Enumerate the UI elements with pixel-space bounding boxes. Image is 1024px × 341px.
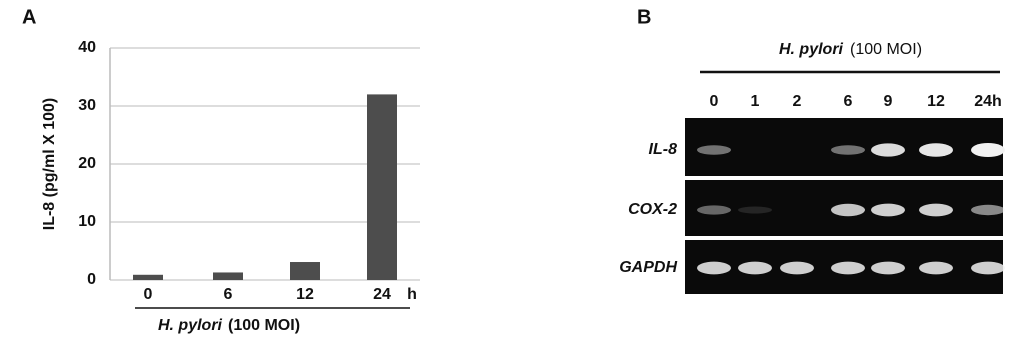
- bar: [367, 94, 397, 281]
- lane-label: 24h: [974, 93, 1002, 110]
- x-tick-label: 0: [144, 286, 153, 303]
- band: [871, 261, 905, 275]
- band: [738, 206, 772, 214]
- lane-labels: 0 1 2 6 9 12 24h: [710, 93, 1002, 110]
- band: [831, 145, 865, 155]
- y-axis-label: IL-8 (pg/ml X 100): [41, 98, 58, 230]
- x-tick-label: 24: [373, 286, 391, 303]
- lane-label: 6: [844, 93, 853, 110]
- bar: [213, 272, 243, 280]
- band: [831, 261, 865, 275]
- band: [971, 143, 1005, 157]
- row-label: IL-8: [649, 141, 678, 158]
- bar: [290, 262, 320, 280]
- gel-title-italic: H. pylori: [779, 41, 844, 58]
- y-tick-label: 0: [87, 271, 96, 288]
- y-tick-label: 20: [78, 155, 96, 172]
- x-tick-label: 6: [224, 286, 233, 303]
- lane-label: 2: [793, 93, 802, 110]
- y-tick-label: 10: [78, 213, 96, 230]
- band: [871, 143, 905, 157]
- band: [871, 203, 905, 217]
- row-label: COX-2: [628, 201, 677, 218]
- band: [697, 205, 731, 215]
- gel: [685, 118, 1005, 294]
- bar: [133, 274, 163, 280]
- row-label: GAPDH: [619, 259, 677, 276]
- gel-title: (100 MOI): [850, 41, 922, 58]
- y-tick-label: 30: [78, 97, 96, 114]
- band: [919, 203, 953, 217]
- x-tick-label: 12: [296, 286, 314, 303]
- lane-label: 9: [884, 93, 893, 110]
- band: [971, 204, 1005, 216]
- lane-label: 12: [927, 93, 945, 110]
- lane-label: 1: [751, 93, 760, 110]
- band: [831, 203, 865, 217]
- panel-label: B: [637, 6, 651, 28]
- band: [971, 261, 1005, 275]
- band: [697, 261, 731, 275]
- panel-label: A: [22, 6, 36, 28]
- band: [780, 261, 814, 275]
- band: [919, 261, 953, 275]
- x-unit: h: [407, 286, 417, 303]
- band: [919, 143, 953, 157]
- x-label: (100 MOI): [228, 317, 300, 334]
- band: [738, 261, 772, 275]
- y-tick-label: 40: [78, 39, 96, 56]
- lane-label: 0: [710, 93, 719, 110]
- band: [697, 145, 731, 155]
- x-label-italic: H. pylori: [158, 317, 223, 334]
